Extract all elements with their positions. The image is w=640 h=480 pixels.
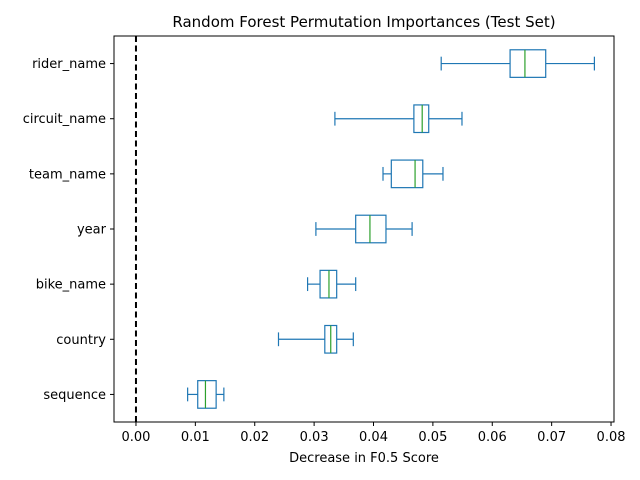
x-tick-label: 0.07: [537, 430, 566, 445]
box-sequence: [187, 380, 225, 409]
x-tick-label: 0.05: [418, 430, 447, 445]
y-tick-label: sequence: [43, 388, 106, 403]
y-tick-label: bike_name: [36, 278, 106, 293]
box-iqr: [390, 159, 424, 189]
x-tick-label: 0.03: [300, 430, 329, 445]
x-tick-label: 0.08: [597, 430, 626, 445]
box-rider_name: [440, 49, 596, 78]
x-tick-label: 0.04: [359, 430, 388, 445]
box-iqr: [197, 380, 217, 409]
x-tick-label: 0.06: [478, 430, 507, 445]
x-tick-label: 0.02: [240, 430, 269, 445]
box-iqr: [413, 104, 430, 134]
x-axis: 0.00 0.01 0.02 0.03 0.04 0.05 0.06 0.07 0.08: [121, 422, 626, 445]
chart-title: Random Forest Permutation Importances (T…: [172, 13, 555, 31]
box-bike_name: [306, 269, 357, 299]
x-axis-label: Decrease in F0.5 Score: [289, 451, 439, 466]
box-team_name: [382, 159, 444, 189]
y-tick-label: year: [77, 223, 107, 238]
box-iqr: [509, 49, 547, 78]
box-iqr: [355, 214, 387, 244]
y-tick-label: team_name: [29, 167, 106, 182]
x-tick-label: 0.00: [121, 430, 150, 445]
x-tick-label: 0.01: [181, 430, 210, 445]
plot-area: [134, 36, 596, 422]
y-tick-label: rider_name: [32, 57, 106, 72]
axes-frame: [113, 35, 615, 423]
box-circuit_name: [334, 104, 463, 134]
box-country: [277, 324, 354, 354]
y-tick-label: circuit_name: [23, 112, 106, 127]
box-year: [315, 214, 413, 244]
y-tick-label: country: [56, 333, 106, 348]
